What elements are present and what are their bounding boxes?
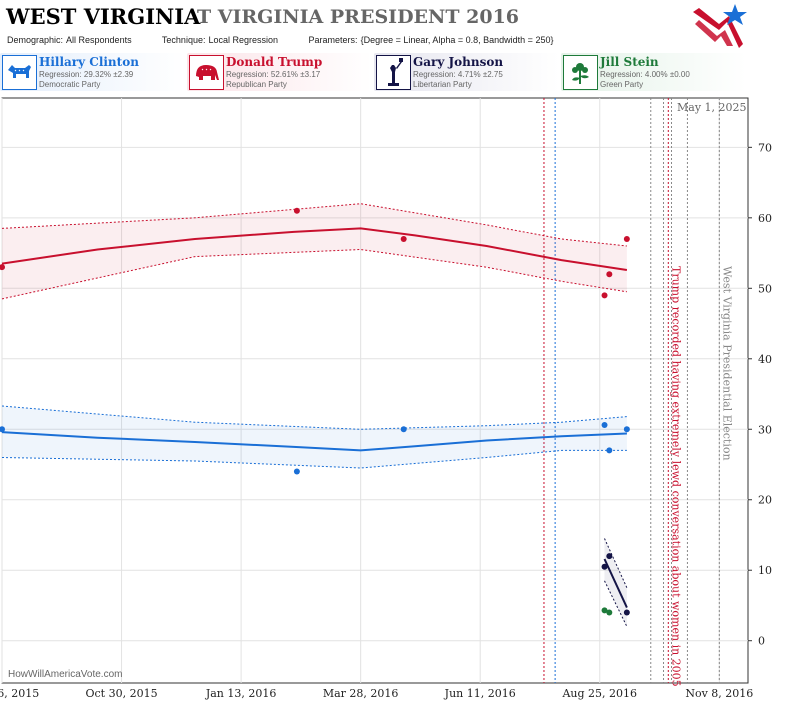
page-subtitle: T VIRGINIA PRESIDENT 2016 (197, 6, 520, 28)
technique-info: Technique: Local Regression (161, 35, 279, 45)
y-tick-label: 60 (758, 212, 772, 225)
poll-point (400, 426, 407, 433)
y-tick-label: 50 (758, 282, 772, 295)
candidate-name: Jill Stein (600, 55, 659, 69)
poll-point (400, 235, 407, 242)
page-title: WEST VIRGINIA (6, 4, 201, 29)
party-label: Democratic Party (39, 80, 101, 89)
donkey-icon (2, 55, 37, 90)
confidence-band (2, 406, 627, 468)
regression-value: Regression: 52.61% ±3.17 (226, 70, 321, 79)
footer-site: HowWillAmericaVote.com (8, 669, 123, 680)
x-tick-label: Aug 16, 2015 (0, 687, 39, 700)
x-tick-label: Jun 11, 2016 (444, 687, 516, 700)
event-marker-label: West Virginia Presidential Election (720, 266, 733, 461)
y-tick-label: 20 (758, 494, 772, 507)
poll-point (606, 447, 613, 454)
x-tick-label: Nov 8, 2016 (685, 687, 753, 700)
poll-point (601, 607, 608, 614)
regression-value: Regression: 29.32% ±2.39 (39, 70, 134, 79)
poll-point (293, 207, 300, 214)
poll-point (601, 422, 608, 429)
trend-line (1, 431, 627, 452)
legend-item-trump: Donald Trump Regression: 52.61% ±3.17 Re… (187, 53, 372, 91)
party-label: Republican Party (226, 80, 287, 89)
poll-point (606, 553, 613, 560)
x-tick-label: Oct 30, 2015 (86, 687, 158, 700)
legend-item-clinton: Hillary Clinton Regression: 29.32% ±2.39… (0, 53, 185, 91)
legend-item-stein: Jill Stein Regression: 4.00% ±0.00 Green… (561, 53, 746, 91)
x-tick-label: Aug 25, 2016 (561, 687, 637, 700)
band-upper-line (1, 203, 627, 247)
flower-icon (563, 55, 598, 90)
trend-line (1, 227, 628, 271)
band-upper-line (1, 405, 627, 430)
legend-item-johnson: Gary Johnson Regression: 4.71% ±2.75 Lib… (374, 53, 559, 91)
band-lower-line (1, 449, 627, 469)
poll-chart: Aug 16, 2015 Oct 30, 2015 Jan 13, 2016 Mar … (0, 97, 772, 700)
candidate-name: Donald Trump (226, 55, 323, 69)
candidate-legend: Hillary Clinton Regression: 29.32% ±2.39… (0, 53, 789, 93)
poll-point (623, 426, 630, 433)
band-upper-line (604, 538, 628, 589)
poll-point (606, 271, 613, 278)
poll-point (601, 292, 608, 299)
liberty-statue-icon (376, 55, 411, 90)
poll-point (0, 264, 5, 271)
band-lower-line (1, 248, 627, 300)
y-tick-label: 70 (758, 141, 772, 154)
y-tick-label: 30 (758, 423, 772, 436)
candidate-name: Hillary Clinton (39, 55, 139, 69)
poll-point (601, 563, 608, 570)
event-marker-label: Trump recorded having extremely lewd con… (669, 266, 682, 687)
date-note: May 1, 2025 (677, 101, 747, 114)
x-tick-label: Jan 13, 2016 (205, 687, 277, 700)
poll-point (623, 609, 630, 616)
y-tick-label: 40 (758, 353, 772, 366)
parameters-info: Parameters: {Degree = Linear, Alpha = 0.8… (308, 35, 554, 45)
poll-point (623, 235, 630, 242)
party-label: Libertarian Party (413, 80, 472, 89)
candidate-name: Gary Johnson (413, 55, 504, 69)
poll-point (0, 426, 5, 433)
parameters-line: Demographic: All Respondents Technique: Lo… (7, 35, 581, 45)
band-lower-line (604, 580, 628, 627)
party-label: Green Party (600, 80, 644, 89)
y-tick-label: 10 (758, 564, 772, 577)
stars-stripes-logo-icon (693, 4, 747, 48)
header: WEST VIRGINIA T VIRGINIA PRESIDENT 2016 … (0, 0, 789, 52)
trend-line (603, 558, 628, 609)
regression-value: Regression: 4.00% ±0.00 (600, 70, 690, 79)
poll-point (293, 468, 300, 475)
regression-value: Regression: 4.71% ±2.75 (413, 70, 503, 79)
demographic-info: Demographic: All Respondents (7, 35, 132, 45)
poll-point (606, 609, 613, 616)
elephant-icon (189, 55, 224, 90)
y-tick-label: 0 (758, 635, 765, 648)
plot-frame (1, 97, 749, 684)
x-tick-label: Mar 28, 2016 (323, 687, 399, 700)
